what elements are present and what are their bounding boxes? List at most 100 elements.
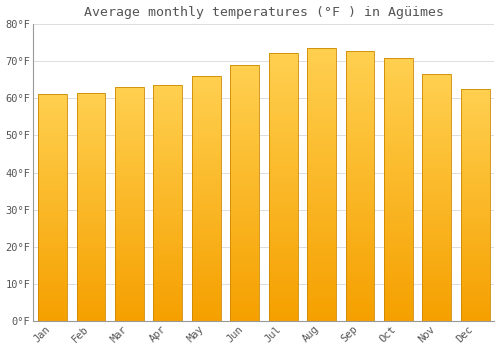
Bar [307,98,336,103]
Bar [230,125,259,129]
Bar [422,239,451,243]
Bar [230,104,259,108]
Bar [346,123,374,128]
Bar [115,290,144,294]
Bar [192,149,220,154]
Bar [154,160,182,164]
Bar [346,312,374,317]
Bar [307,294,336,299]
Bar [461,174,490,178]
Bar [230,189,259,193]
Bar [384,256,413,260]
Bar [346,308,374,312]
Bar [422,140,451,145]
Bar [346,78,374,83]
Bar [115,274,144,278]
Bar [346,236,374,240]
Bar [115,87,144,91]
Bar [384,168,413,173]
Bar [154,199,182,203]
Bar [230,69,259,74]
Bar [307,61,336,66]
Bar [422,202,451,206]
Bar [384,212,413,216]
Bar [230,129,259,133]
Bar [38,109,67,113]
Bar [230,261,259,266]
Bar [307,221,336,225]
Bar [76,257,106,260]
Bar [115,130,144,134]
Bar [230,197,259,202]
Bar [268,286,298,290]
Bar [384,225,413,229]
Bar [461,279,490,283]
Bar [346,222,374,227]
Bar [346,136,374,141]
Bar [192,105,220,108]
Bar [154,282,182,286]
Bar [154,113,182,117]
Bar [76,317,106,321]
Bar [268,106,298,111]
Bar [346,168,374,173]
Bar [115,239,144,243]
Bar [422,87,451,91]
Bar [230,193,259,197]
Bar [154,144,182,148]
Bar [115,255,144,259]
Bar [307,289,336,294]
Bar [154,109,182,113]
Bar [307,148,336,153]
Bar [230,274,259,279]
Bar [422,214,451,218]
Bar [384,216,413,221]
Bar [422,99,451,103]
Bar [76,314,106,317]
Bar [115,306,144,310]
Bar [38,287,67,291]
Bar [461,105,490,108]
Bar [346,128,374,132]
Bar [192,248,220,252]
Bar [268,160,298,164]
Bar [346,240,374,245]
Bar [268,174,298,178]
Bar [76,147,106,150]
Bar [115,220,144,224]
Bar [38,170,67,174]
Bar [422,186,451,190]
Bar [268,102,298,106]
Bar [268,88,298,93]
Bar [422,124,451,128]
Bar [38,223,67,226]
Bar [76,208,106,211]
Bar [192,272,220,276]
Bar [461,259,490,263]
Bar [307,285,336,289]
Bar [461,229,490,232]
Bar [154,93,182,97]
Bar [192,260,220,264]
Bar [346,87,374,92]
Bar [76,287,106,291]
Bar [422,264,451,268]
Bar [384,150,413,155]
Bar [422,91,451,95]
Bar [115,99,144,103]
Bar [307,121,336,125]
Bar [346,96,374,100]
Bar [192,113,220,117]
Bar [192,285,220,289]
Bar [192,203,220,207]
Bar [384,286,413,290]
Bar [76,302,106,306]
Bar [192,84,220,88]
Bar [230,219,259,223]
Bar [76,196,106,200]
Bar [422,181,451,186]
Bar [192,162,220,166]
Bar [307,125,336,130]
Bar [346,218,374,222]
Bar [268,294,298,299]
